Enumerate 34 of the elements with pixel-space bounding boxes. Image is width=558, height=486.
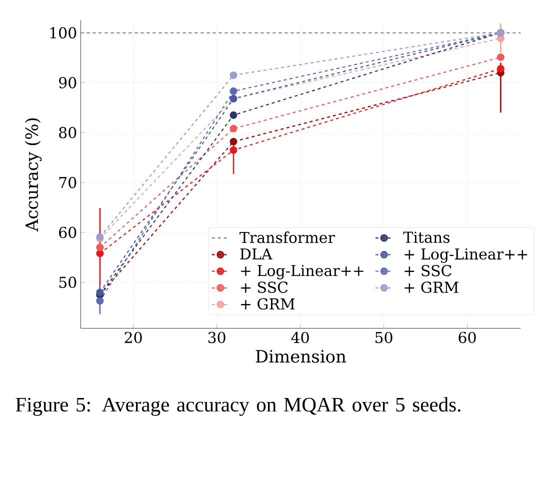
legend-label: DLA [240, 248, 272, 260]
legend-label: + SSC [404, 264, 452, 276]
point [230, 124, 238, 132]
y-tick-label: 90 [59, 77, 76, 88]
y-tick-label: 60 [59, 226, 76, 238]
point [96, 244, 104, 252]
x-tick-label: 20 [124, 332, 142, 344]
y-tick-label: 80 [59, 126, 76, 138]
legend-label: + GRM [404, 282, 458, 293]
x-tick-label: 60 [458, 332, 476, 344]
point [96, 250, 104, 258]
x-tick-label: 50 [376, 332, 392, 344]
y-tick-label: 70 [59, 176, 76, 188]
point [496, 53, 504, 61]
legend-label: Transformer [240, 232, 335, 244]
y-tick-label: 100 [50, 27, 76, 38]
point [230, 111, 238, 119]
y-axis-title: Accuracy (%) [24, 118, 42, 232]
point [96, 297, 104, 305]
x-axis-title: Dimension [256, 350, 346, 363]
legend-label: + GRM [241, 298, 295, 310]
x-tick-label: 30 [208, 332, 226, 344]
point [96, 288, 104, 296]
point [230, 87, 238, 95]
legend-label: + SSC [241, 282, 288, 293]
y-tick-label: 50 [59, 276, 76, 288]
x-tick-label: 40 [291, 332, 309, 344]
legend-label: Titans [403, 232, 450, 243]
point [230, 138, 238, 146]
point [230, 71, 238, 79]
point [230, 146, 238, 154]
legend-label: + Log-Linear++ [241, 265, 364, 280]
legend-label: + Log-Linear++ [404, 248, 528, 263]
caption: Figure 5: Average accuracy on MQAR over 5 seeds. [16, 397, 460, 416]
